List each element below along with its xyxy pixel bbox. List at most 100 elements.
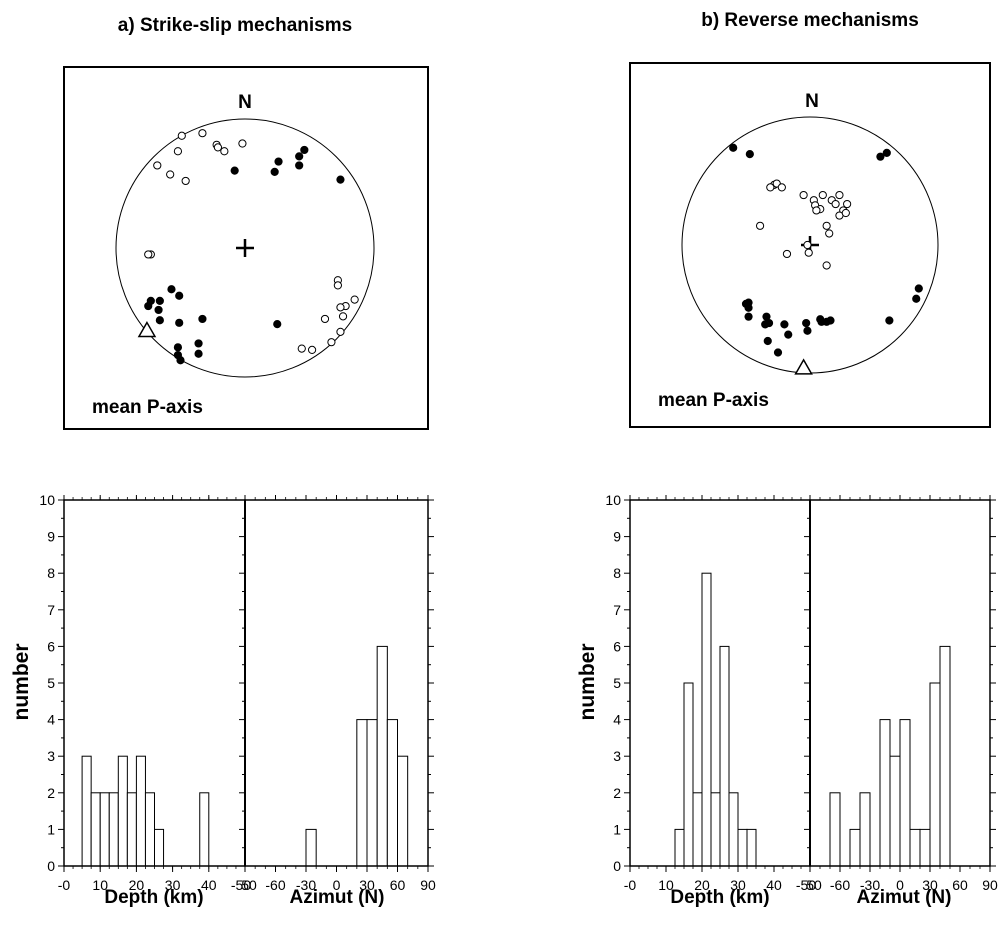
histogram-bar: [108, 792, 119, 867]
histogram-bar: [909, 828, 921, 867]
filled-point: [155, 316, 164, 325]
histogram-bar: [90, 792, 101, 867]
y-axis-label: number: [576, 643, 599, 720]
histogram-bar: [144, 792, 155, 867]
y-tick-label: 10: [39, 492, 55, 508]
x-tick-label: 60: [952, 877, 968, 893]
open-point: [843, 199, 852, 209]
filled-point: [173, 343, 183, 352]
y-tick-label: 8: [47, 565, 55, 581]
y-tick-label: 6: [47, 638, 55, 654]
depth-axis-label: Depth (km): [670, 887, 769, 908]
y-tick-label: 7: [47, 602, 55, 618]
histogram-bar: [737, 828, 748, 867]
open-point: [297, 344, 306, 353]
y-tick-label: 8: [613, 565, 621, 581]
filled-point: [270, 167, 279, 176]
filled-point: [744, 303, 753, 312]
mean-p-axis-label: mean P-axis: [92, 397, 203, 418]
open-point: [181, 176, 190, 186]
histogram-bar: [919, 828, 931, 867]
histogram-bar: [728, 792, 739, 867]
filled-point: [882, 148, 891, 157]
y-tick-label: 6: [613, 638, 621, 654]
y-tick-label: 9: [613, 529, 621, 545]
y-tick-label: 7: [613, 602, 621, 618]
filled-point: [273, 320, 282, 329]
histogram-bar: [397, 755, 409, 867]
x-tick-label: 50: [806, 877, 822, 893]
y-tick-label: 0: [613, 858, 621, 874]
title-reverse: b) Reverse mechanisms: [701, 10, 919, 31]
histogram-bar: [829, 792, 841, 867]
x-tick-label: 30: [359, 877, 375, 893]
filled-point: [154, 305, 163, 315]
open-point: [320, 314, 330, 324]
filled-point: [876, 152, 885, 161]
histogram-strike-slip: number 0 1 2 3 4 5 6 7 8 9 10 -0 10 20 30 40 -50 50 -60 -3…: [10, 492, 436, 908]
y-tick-label: 2: [47, 785, 55, 801]
open-point: [238, 139, 247, 148]
histogram-bar: [674, 828, 685, 867]
y-tick-label: 5: [47, 675, 55, 691]
filled-point: [167, 285, 176, 294]
azimuth-axis-label: Azimut (N): [290, 887, 385, 908]
histogram-bar: [126, 792, 137, 867]
histogram-bar: [692, 792, 703, 867]
filled-point: [762, 312, 771, 321]
mean-p-axis-triangle-icon: [137, 321, 157, 338]
azimuth-histogram: 50 -60 -30 0 30 60 90: [239, 495, 436, 893]
histogram-bar: [859, 792, 871, 867]
x-tick-label: 50: [241, 877, 257, 893]
histogram-bar: [939, 645, 951, 867]
y-tick-label: 5: [613, 675, 621, 691]
filled-point: [300, 145, 309, 155]
y-tick-label: 10: [605, 492, 621, 508]
x-tick-label: 20: [129, 877, 145, 893]
histogram-bar: [683, 682, 694, 867]
north-label: N: [238, 92, 252, 113]
x-tick-label: -50: [796, 877, 816, 893]
filled-point: [144, 301, 153, 311]
histogram-bar: [135, 755, 146, 867]
x-tick-label: 90: [420, 877, 436, 893]
histogram-bar: [154, 828, 165, 867]
filled-point: [194, 349, 203, 358]
histogram-bar: [929, 682, 941, 867]
open-point: [755, 221, 765, 230]
x-tick-label: 60: [390, 877, 406, 893]
filled-point: [336, 175, 345, 184]
histogram-bar: [879, 719, 891, 867]
histogram-bar: [889, 755, 901, 867]
histogram-bar: [366, 719, 378, 867]
open-point: [812, 206, 821, 215]
x-tick-label: -60: [830, 877, 850, 893]
histogram-bar: [81, 755, 92, 867]
filled-point: [274, 157, 283, 166]
filled-point: [784, 330, 793, 339]
stereonet-reverse: N mean P-axis: [629, 62, 991, 428]
open-point: [803, 240, 812, 250]
open-point: [835, 190, 844, 200]
y-tick-label: 0: [47, 858, 55, 874]
histogram-bar: [117, 755, 128, 867]
x-tick-label: -50: [231, 877, 251, 893]
stereonet-frame: [63, 66, 429, 430]
filled-point: [802, 318, 811, 328]
depth-histogram: 0 1 2 3 4 5 6 7 8 9 10 -0 10 20 30 40 -50: [605, 492, 816, 893]
open-point: [336, 327, 345, 336]
filled-point: [176, 356, 185, 365]
north-label: N: [805, 91, 819, 112]
filled-point: [175, 318, 184, 327]
x-tick-label: -30: [860, 877, 880, 893]
open-point: [804, 248, 813, 257]
open-point: [822, 261, 831, 270]
x-tick-label: 30: [922, 877, 938, 893]
open-point: [799, 190, 808, 200]
open-point: [841, 208, 850, 218]
y-tick-label: 3: [47, 748, 55, 764]
histogram-bar: [899, 719, 911, 867]
histogram-bar: [701, 572, 712, 867]
histogram-bar: [199, 792, 210, 867]
